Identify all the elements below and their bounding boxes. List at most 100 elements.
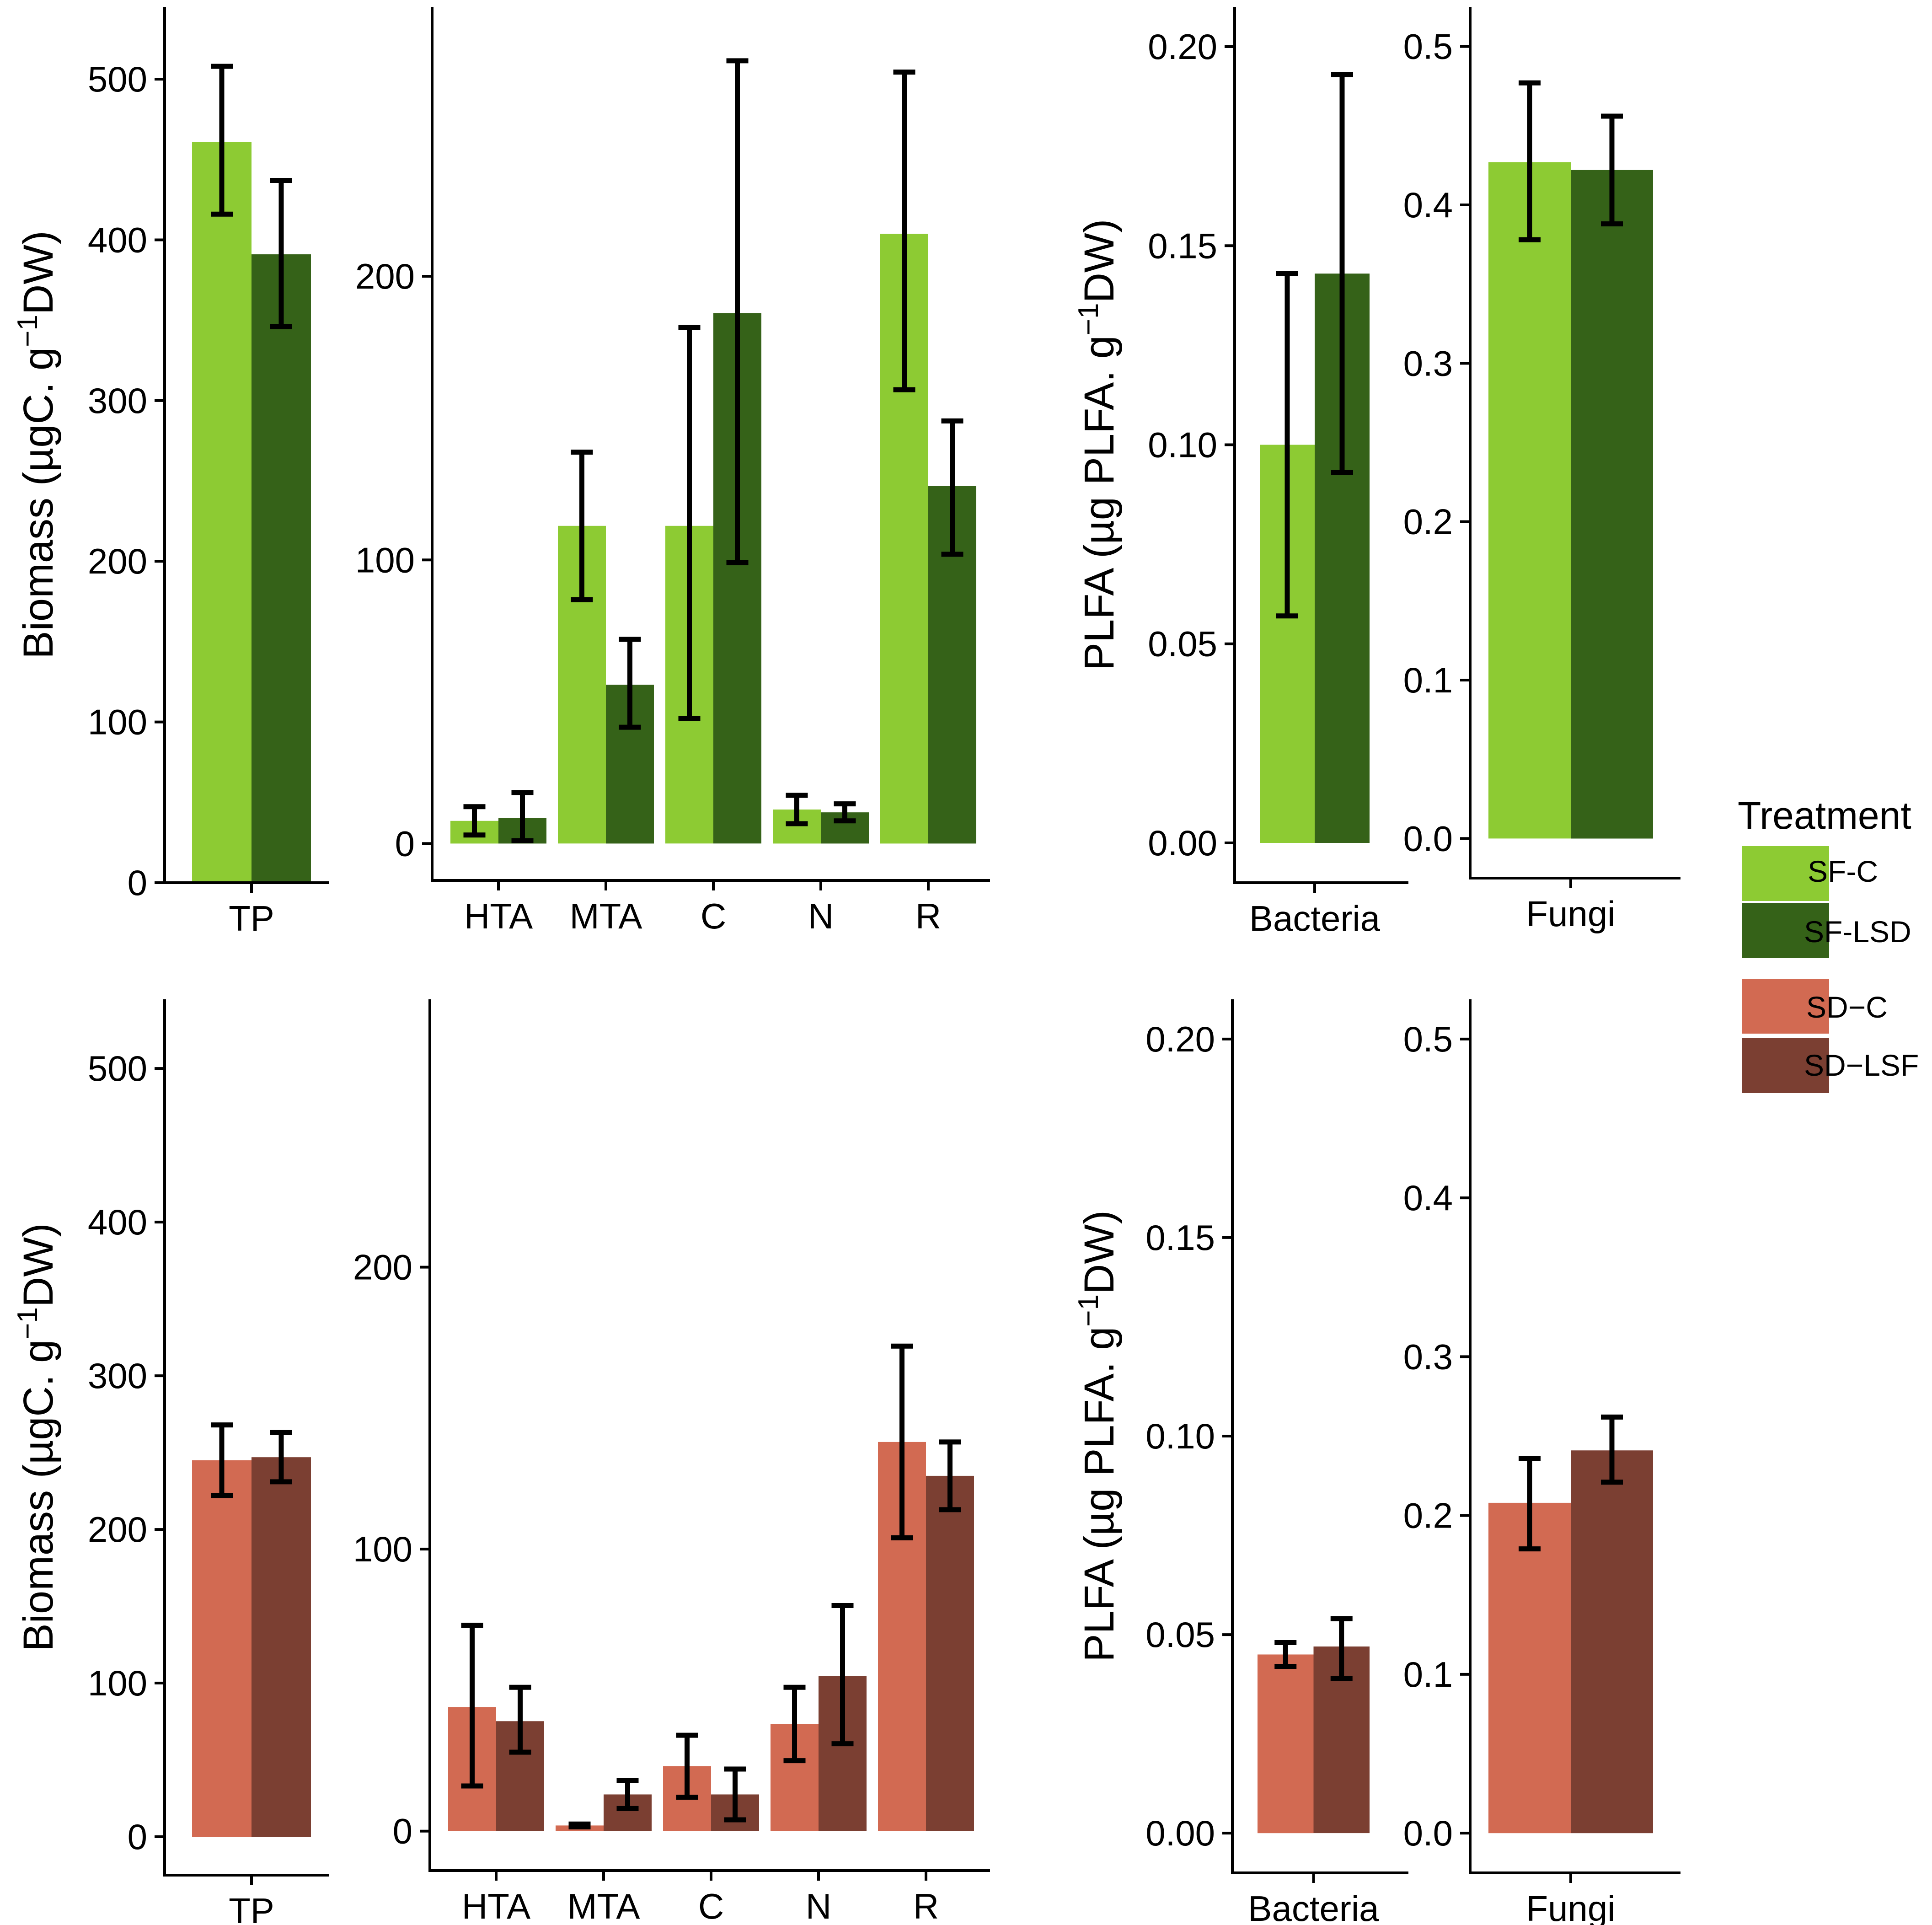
y-tick-label-bottom-tp-0: 0 — [128, 1817, 147, 1857]
y-axis-title-top-tp: Biomass (µgC. g−1DW) — [12, 231, 62, 659]
error-bar-bottom-groups-c-sd-c — [676, 1732, 698, 1800]
x-tick-label-top-fungi-fungi: Fungi — [1526, 894, 1615, 934]
y-tick-label-bottom-groups-2: 200 — [353, 1247, 412, 1287]
panel-bottom-bacteria: Bacteria 0.00 0.05 0.10 0.15 0.20 PLFA (µg PLF… — [1073, 999, 1408, 1925]
y-tick-label-top-fungi-2: 0.2 — [1403, 502, 1453, 542]
error-bar-bottom-fungi-fungi-sd-c — [1519, 1456, 1541, 1552]
x-tick-label-bottom-groups-r: R — [913, 1886, 939, 1925]
x-tick-label-top-groups-n: N — [808, 896, 834, 936]
error-bar-top-bacteria-bacteria-sf-c — [1276, 271, 1298, 619]
bar-bottom-fungi-fungi-sd-c — [1488, 1502, 1571, 1834]
error-bar-top-fungi-fungi-sf-lsd — [1601, 113, 1623, 227]
y-tick-label-top-tp-5: 500 — [88, 59, 147, 99]
error-bar-top-groups-c-sf-c — [678, 325, 701, 722]
bar-bottom-groups-r-sd-lsf — [926, 1475, 974, 1831]
bar-bottom-tp-tp-sd-lsf — [252, 1457, 311, 1837]
bar-bottom-fungi-fungi-sd-lsf — [1571, 1450, 1653, 1834]
error-bar-top-tp-tp-sf-c — [211, 64, 233, 217]
error-bar-bottom-groups-mta-sd-lsf — [616, 1778, 639, 1811]
y-tick-label-top-groups-1: 100 — [355, 540, 415, 580]
x-tick-label-top-groups-hta: HTA — [464, 896, 533, 936]
panel-top-bacteria: Bacteria 0.00 0.05 0.10 0.15 0.20 PLFA (µg PLF… — [1073, 7, 1408, 938]
bar-top-fungi-fungi-sf-lsd — [1571, 170, 1653, 839]
legend: Treatment SF-C SF-LSD SD−C SD−LSF — [1738, 794, 1919, 1093]
bar-top-tp-tp-sf-lsd — [252, 254, 311, 883]
x-tick-label-bottom-bacteria-bacteria: Bacteria — [1248, 1888, 1379, 1925]
legend-label-sd-lsf: SD−LSF — [1804, 1048, 1919, 1082]
error-bar-bottom-groups-r-sd-lsf — [939, 1439, 961, 1512]
y-tick-label-bottom-tp-5: 500 — [88, 1048, 147, 1089]
error-bar-top-groups-mta-sf-c — [571, 450, 593, 602]
y-tick-label-bottom-tp-2: 200 — [88, 1509, 147, 1550]
error-bar-top-groups-mta-sf-lsd — [619, 637, 641, 730]
bar-top-fungi-fungi-sf-c — [1488, 162, 1571, 839]
error-bar-top-groups-n-sf-c — [786, 793, 808, 826]
panel-bottom-groups: HTA MTA C N R 0 100 200 — [353, 999, 990, 1925]
y-tick-label-bottom-groups-0: 0 — [393, 1811, 412, 1851]
y-tick-label-bottom-fungi-2: 0.2 — [1403, 1496, 1453, 1536]
y-tick-label-top-bacteria-1: 0.05 — [1148, 624, 1217, 664]
y-tick-label-top-fungi-5: 0.5 — [1403, 27, 1453, 67]
error-bar-bottom-bacteria-bacteria-sd-c — [1274, 1640, 1297, 1669]
x-tick-label-top-groups-c: C — [701, 896, 726, 936]
y-tick-label-bottom-bacteria-3: 0.15 — [1145, 1217, 1215, 1258]
legend-title: Treatment — [1738, 794, 1911, 837]
error-bar-top-groups-n-sf-lsd — [834, 801, 856, 824]
y-tick-label-top-fungi-3: 0.3 — [1403, 343, 1453, 383]
error-bar-top-groups-r-sf-c — [893, 70, 915, 392]
x-tick-label-bottom-groups-hta: HTA — [462, 1886, 530, 1925]
bar-bottom-tp-tp-sd-c — [192, 1460, 252, 1837]
error-bar-top-groups-r-sf-lsd — [941, 418, 963, 557]
y-tick-label-top-bacteria-4: 0.20 — [1148, 27, 1217, 67]
y-tick-label-top-groups-0: 0 — [395, 823, 415, 863]
legend-swatch-sd-c — [1742, 979, 1829, 1034]
error-bar-top-fungi-fungi-sf-c — [1519, 80, 1541, 242]
error-bar-bottom-groups-r-sd-c — [891, 1343, 913, 1541]
legend-swatch-sf-c — [1742, 846, 1829, 901]
error-bar-top-groups-hta-sf-c — [463, 804, 486, 838]
legend-label-sf-lsd: SF-LSD — [1804, 915, 1911, 949]
y-tick-label-top-fungi-0: 0.0 — [1403, 818, 1453, 858]
error-bar-bottom-groups-n-sd-c — [783, 1684, 806, 1764]
y-tick-label-bottom-bacteria-4: 0.20 — [1145, 1019, 1215, 1059]
error-bar-bottom-groups-hta-sd-c — [461, 1623, 483, 1789]
error-bar-top-groups-c-sf-lsd — [726, 58, 749, 565]
x-tick-label-bottom-fungi-fungi: Fungi — [1526, 1888, 1615, 1925]
bar-top-tp-tp-sf-c — [192, 142, 252, 883]
y-tick-label-bottom-tp-4: 400 — [88, 1202, 147, 1242]
x-tick-label-bottom-groups-mta: MTA — [567, 1886, 640, 1925]
x-tick-label-top-tp-tp: TP — [229, 898, 274, 938]
x-tick-label-bottom-groups-n: N — [806, 1886, 831, 1925]
legend-swatch-sf-ld — [1742, 903, 1829, 958]
error-bar-bottom-groups-mta-sd-c — [568, 1821, 591, 1829]
error-bar-bottom-fungi-fungi-sd-lsf — [1601, 1414, 1623, 1485]
error-bar-bottom-bacteria-bacteria-sd-lsf — [1330, 1616, 1353, 1681]
y-tick-label-bottom-tp-1: 100 — [88, 1663, 147, 1703]
error-bar-bottom-groups-hta-sd-lsf — [509, 1684, 531, 1755]
x-tick-label-top-groups-mta: MTA — [570, 896, 642, 936]
legend-label-sf-c: SF-C — [1808, 854, 1878, 888]
bar-bottom-bacteria-bacteria-sd-c — [1258, 1654, 1314, 1834]
error-bar-bottom-groups-c-sd-lsf — [724, 1766, 746, 1823]
panel-top-tp: TP 0 100 200 300 400 500 Biomass (µgC. g−1DW) — [12, 7, 329, 938]
x-tick-label-top-bacteria-bacteria: Bacteria — [1249, 898, 1381, 938]
y-axis-title-bottom-tp: Biomass (µgC. g−1DW) — [12, 1223, 62, 1652]
error-bar-top-tp-tp-sf-lsd — [270, 177, 292, 329]
y-tick-label-bottom-bacteria-0: 0.00 — [1145, 1813, 1215, 1853]
y-tick-label-top-bacteria-3: 0.15 — [1148, 225, 1217, 266]
y-tick-label-top-tp-0: 0 — [128, 863, 147, 903]
y-tick-label-top-tp-4: 400 — [88, 220, 147, 260]
error-bar-top-groups-hta-sf-lsd — [511, 790, 534, 843]
y-tick-label-top-fungi-1: 0.1 — [1403, 660, 1453, 700]
legend-swatch-sd-lsf — [1742, 1038, 1829, 1093]
x-tick-label-bottom-groups-c: C — [698, 1886, 724, 1925]
legend-label-sd-c: SD−C — [1806, 990, 1888, 1024]
y-axis-title-top-bacteria: PLFA (µg PLFA. g−1DW) — [1073, 219, 1123, 671]
y-tick-label-top-bacteria-2: 0.10 — [1148, 425, 1217, 465]
y-tick-label-top-tp-1: 100 — [88, 702, 147, 742]
y-tick-label-top-tp-2: 200 — [88, 541, 147, 581]
panel-bottom-tp: TP 0 100 200 300 400 500 Biomass (µgC. g−1DW) — [12, 999, 329, 1925]
x-tick-label-bottom-tp-tp: TP — [229, 1891, 274, 1925]
y-tick-label-bottom-fungi-1: 0.1 — [1403, 1654, 1453, 1694]
